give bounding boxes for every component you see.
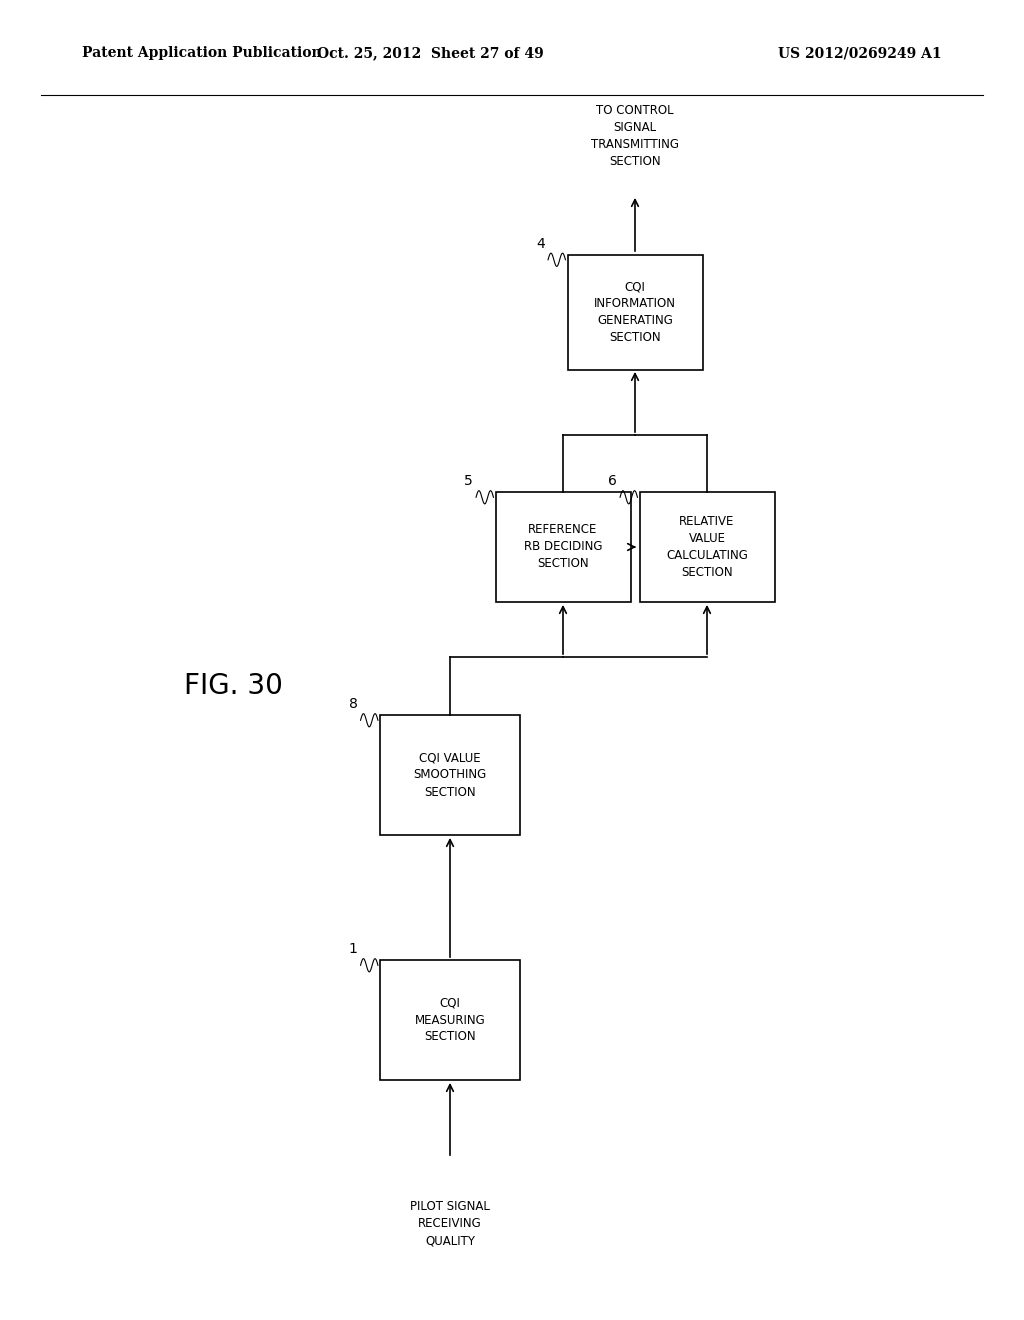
- Text: 1: 1: [348, 942, 357, 956]
- Text: CQI VALUE
SMOOTHING
SECTION: CQI VALUE SMOOTHING SECTION: [414, 751, 486, 799]
- Text: Patent Application Publication: Patent Application Publication: [82, 46, 322, 61]
- FancyBboxPatch shape: [380, 960, 520, 1080]
- Text: RELATIVE
VALUE
CALCULATING
SECTION: RELATIVE VALUE CALCULATING SECTION: [666, 515, 748, 579]
- Text: US 2012/0269249 A1: US 2012/0269249 A1: [778, 46, 942, 61]
- Text: CQI
MEASURING
SECTION: CQI MEASURING SECTION: [415, 997, 485, 1044]
- Text: TO CONTROL
SIGNAL
TRANSMITTING
SECTION: TO CONTROL SIGNAL TRANSMITTING SECTION: [591, 104, 679, 168]
- Text: REFERENCE
RB DECIDING
SECTION: REFERENCE RB DECIDING SECTION: [523, 524, 602, 570]
- Text: 5: 5: [464, 474, 473, 488]
- FancyBboxPatch shape: [640, 492, 774, 602]
- Text: Oct. 25, 2012  Sheet 27 of 49: Oct. 25, 2012 Sheet 27 of 49: [316, 46, 544, 61]
- FancyBboxPatch shape: [567, 255, 702, 370]
- Text: CQI
INFORMATION
GENERATING
SECTION: CQI INFORMATION GENERATING SECTION: [594, 280, 676, 345]
- Text: 6: 6: [608, 474, 617, 488]
- Text: FIG. 30: FIG. 30: [184, 672, 284, 701]
- Text: PILOT SIGNAL
RECEIVING
QUALITY: PILOT SIGNAL RECEIVING QUALITY: [410, 1200, 489, 1247]
- Text: 8: 8: [348, 697, 357, 711]
- FancyBboxPatch shape: [380, 715, 520, 836]
- FancyBboxPatch shape: [496, 492, 631, 602]
- Text: 4: 4: [537, 236, 545, 251]
